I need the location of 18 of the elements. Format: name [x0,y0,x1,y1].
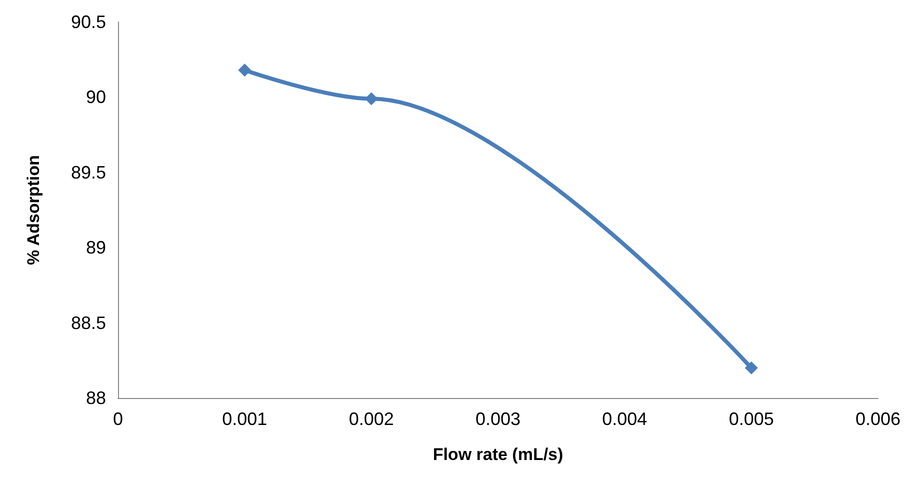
x-tick-label: 0.003 [475,409,521,429]
x-axis-title: Flow rate (mL/s) [432,445,564,464]
x-tick-label: 0.006 [855,409,901,429]
y-tick-label: 89 [86,238,106,258]
x-tick-label: 0.001 [222,409,268,429]
x-tick-label: 0.004 [602,409,648,429]
point [238,64,252,77]
point [364,92,378,106]
y-tick-label: 90.5 [70,12,106,32]
point [744,361,758,374]
y-axis-title: % Adsorption [24,155,43,265]
y-tick-label: 89.5 [70,162,106,182]
y-tick-label: 90 [86,87,106,108]
x-tick-label: 0.002 [348,409,394,429]
y-tick-label: 88 [86,388,106,408]
y-tick-label: 88.5 [70,312,106,333]
x-tick-label: 0 [112,409,124,429]
x-tick-label: 0.005 [728,409,774,429]
